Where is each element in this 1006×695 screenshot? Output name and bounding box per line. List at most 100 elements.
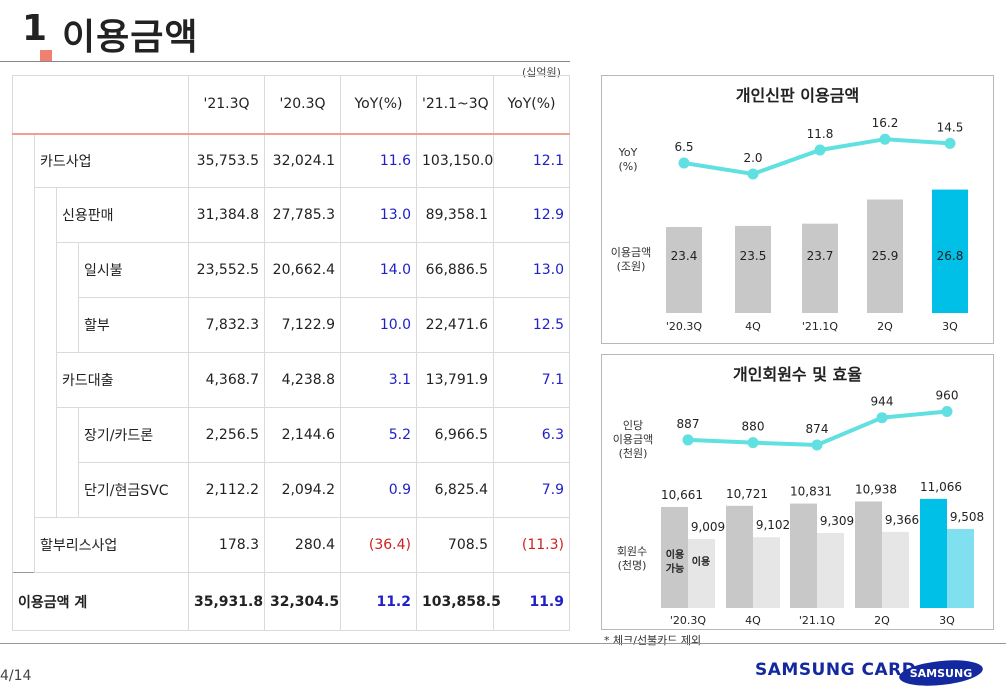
available-member-value: 11,066 <box>920 480 962 494</box>
table-row: 단기/현금SVC 2,112.2 2,094.2 0.9 6,825.4 7.9 <box>12 462 570 518</box>
section-number: 1 <box>22 8 48 49</box>
amount-bar <box>932 189 968 313</box>
per-capita-axis-label: 인당 이용금액 (천원) <box>612 419 654 460</box>
active-member-bar <box>688 539 715 608</box>
category-tick-label: '21.1Q <box>799 614 836 627</box>
per-capita-point <box>876 412 888 424</box>
category-tick-label: 4Q <box>745 320 761 333</box>
available-member-bar <box>661 507 688 608</box>
table-row: 할부 7,832.3 7,122.9 10.0 22,471.6 12.5 <box>12 297 570 353</box>
amount-bar <box>735 225 771 313</box>
title-accent-square <box>40 50 52 62</box>
available-member-value: 10,721 <box>726 487 768 501</box>
page-title: 이용금액 <box>62 17 199 58</box>
active-member-bar <box>947 529 974 608</box>
credit-sales-chart: 23.4 '20.3Q 23.5 4Q 23.7 '21.1Q 25.9 2Q 26.8 3Q 6.… <box>666 116 968 333</box>
column-header: '20.3Q <box>264 75 341 135</box>
column-header: '21.3Q <box>188 75 265 135</box>
per-capita-value-label: 880 <box>742 420 765 434</box>
table-row: 신용판매 31,384.8 27,785.3 13.0 89,358.1 12.… <box>12 187 570 243</box>
available-member-bar <box>726 505 753 608</box>
amount-bar-value: 23.7 <box>807 249 834 263</box>
column-header: YoY(%) <box>493 75 570 135</box>
usage-amount-table: '21.3Q '20.3Q YoY(%) '21.1~3Q YoY(%) 카드사… <box>12 75 570 631</box>
active-member-bar <box>817 533 844 608</box>
samsung-logo-icon: SAMSUNG <box>899 660 983 686</box>
active-member-value: 9,508 <box>950 510 984 524</box>
yoy-point <box>678 157 690 169</box>
chart-title: 개인신판 이용금액 <box>735 86 860 105</box>
yoy-point <box>944 137 956 149</box>
category-tick-label: 4Q <box>745 614 761 627</box>
title-divider <box>0 61 570 62</box>
amount-bar <box>666 227 702 313</box>
yoy-value-label: 11.8 <box>807 127 834 141</box>
total-label: 이용금액 계 <box>12 572 189 631</box>
available-member-value: 10,938 <box>855 482 897 496</box>
chart-title: 개인회원수 및 효율 <box>733 365 862 384</box>
legend-available-label: 가능 <box>666 562 684 575</box>
active-member-value: 9,366 <box>885 513 919 527</box>
category-tick-label: '20.3Q <box>670 614 707 627</box>
legend-available-label: 이용 <box>666 548 684 561</box>
yoy-value-label: 2.0 <box>743 151 762 165</box>
per-capita-point <box>682 434 694 446</box>
yoy-line <box>683 137 951 177</box>
per-capita-value-label: 874 <box>806 422 829 436</box>
table-row: 할부리스사업 178.3 280.4 (36.4) 708.5 (11.3) <box>12 517 570 573</box>
table-row: 장기/카드론 2,256.5 2,144.6 5.2 6,966.5 6.3 <box>12 407 570 463</box>
active-member-value: 9,009 <box>691 520 725 534</box>
table-row: 카드대출 4,368.7 4,238.8 3.1 13,791.9 7.1 <box>12 352 570 408</box>
yoy-value-label: 16.2 <box>872 116 899 130</box>
active-member-value: 9,309 <box>820 514 854 528</box>
row-label: 장기/카드론 <box>78 407 189 463</box>
category-tick-label: 2Q <box>877 320 893 333</box>
row-label: 할부리스사업 <box>34 517 189 573</box>
legend-active-label: 이용 <box>692 555 710 568</box>
active-member-bar <box>753 537 780 608</box>
members-panel: 개인회원수 및 효율 인당 이용금액 (천원) 회원수 (천명) 10,661 9… <box>601 354 994 630</box>
brand-name: SAMSUNG CARD <box>755 660 917 680</box>
members-axis-label: 회원수 (천명) <box>616 545 648 572</box>
row-label: 카드사업 <box>34 133 189 188</box>
row-label: 단기/현금SVC <box>78 462 189 518</box>
amount-bar <box>867 199 903 313</box>
available-member-value: 10,661 <box>661 488 703 502</box>
category-tick-label: '20.3Q <box>666 320 703 333</box>
per-capita-point <box>747 437 759 449</box>
amount-bar-value: 25.9 <box>872 249 899 263</box>
yoy-point <box>814 144 826 156</box>
credit-sales-panel: 개인신판 이용금액 YoY (%) 이용금액 (조원) 23.4 '20.3Q 23… <box>601 75 994 344</box>
footnote: * 체크/선불카드 제외 <box>604 634 702 647</box>
per-capita-point <box>811 439 823 451</box>
table-row: 카드사업 35,753.5 32,024.1 11.6 103,150.0 12… <box>12 133 570 188</box>
yoy-value-label: 14.5 <box>937 120 964 134</box>
category-tick-label: 3Q <box>939 614 955 627</box>
category-tick-label: 2Q <box>874 614 890 627</box>
footer-divider <box>0 643 1006 644</box>
category-tick-label: '21.1Q <box>802 320 839 333</box>
row-label: 할부 <box>78 297 189 353</box>
per-capita-value-label: 960 <box>936 388 959 402</box>
table-row: 일시불 23,552.5 20,662.4 14.0 66,886.5 13.0 <box>12 242 570 298</box>
svg-text:SAMSUNG: SAMSUNG <box>910 667 972 680</box>
amount-bar-value: 26.8 <box>937 249 964 263</box>
row-label: 일시불 <box>78 242 189 298</box>
yoy-point <box>879 133 891 145</box>
column-header: '21.1~3Q <box>416 75 494 135</box>
available-member-bar <box>790 503 817 608</box>
members-chart: 10,661 9,009 '20.3Q 10,721 9,102 4Q 10,831 9,30… <box>661 388 984 627</box>
amount-bar-value: 23.5 <box>740 249 767 263</box>
header-corner <box>12 75 189 135</box>
amount-axis-label: 이용금액 (조원) <box>610 246 652 273</box>
active-member-bar <box>882 531 909 608</box>
available-member-bar <box>920 498 947 608</box>
yoy-axis-label: YoY (%) <box>618 146 638 173</box>
amount-bar-value: 23.4 <box>671 249 698 263</box>
page-number: 4/14 <box>0 668 32 684</box>
column-header: YoY(%) <box>340 75 417 135</box>
per-capita-value-label: 887 <box>677 417 700 431</box>
active-member-value: 9,102 <box>756 518 790 532</box>
per-capita-value-label: 944 <box>871 395 894 409</box>
yoy-point <box>747 168 759 180</box>
